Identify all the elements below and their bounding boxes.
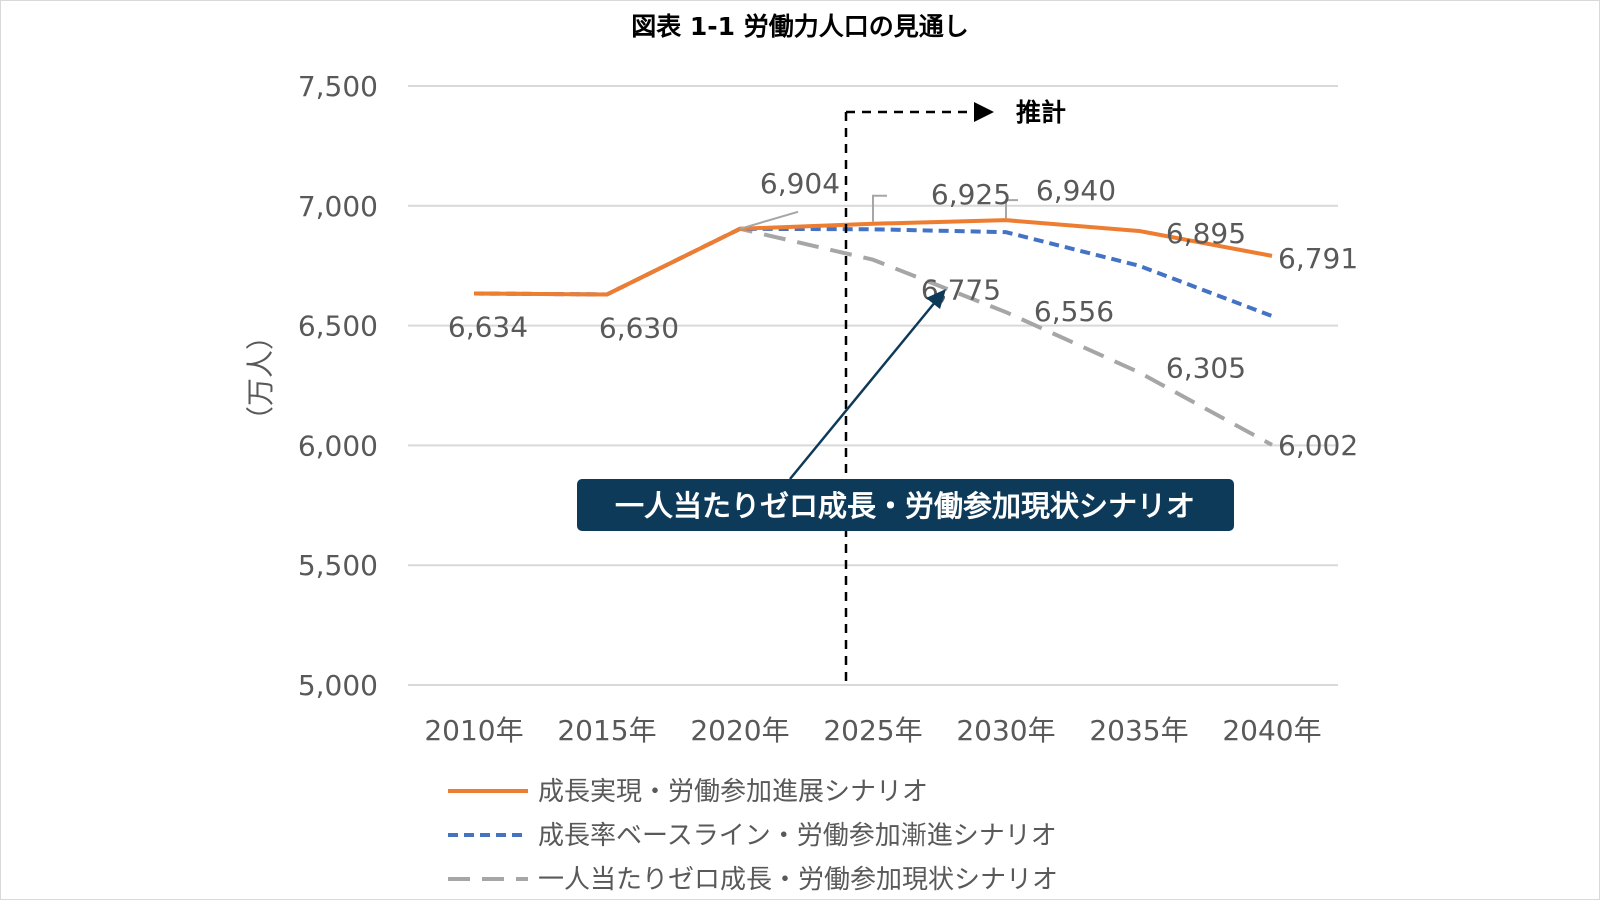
data-label: 6,634	[448, 310, 528, 343]
label-leader-lines	[739, 194, 1018, 230]
legend-label: 成長率ベースライン・労働参加漸進シナリオ	[538, 821, 1057, 851]
projection-arrow-icon	[974, 102, 994, 122]
callout-arrow-icon	[926, 289, 946, 309]
y-tick-label: 5,500	[298, 549, 378, 582]
data-label: 6,305	[1166, 351, 1246, 384]
baseline-scenario-line	[473, 226, 1273, 318]
legend-label: 一人当たりゼロ成長・労働参加現状シナリオ	[538, 865, 1058, 895]
data-label: 6,904	[760, 167, 840, 200]
y-tick-label: 6,500	[298, 310, 378, 343]
callout-box	[577, 479, 1234, 531]
y-axis-ticks: 5,000 5,500 6,000 6,500 7,000 7,500	[298, 70, 378, 702]
x-tick-label: 2015年	[557, 714, 656, 747]
y-tick-label: 6,000	[298, 429, 378, 462]
data-label: 6,940	[1036, 174, 1116, 207]
y-axis-label: （万人）	[244, 322, 277, 434]
projection-label: 推計	[1016, 98, 1066, 127]
y-tick-label: 5,000	[298, 669, 378, 702]
callout-arrow-line	[789, 300, 937, 480]
x-tick-label: 2025年	[823, 714, 922, 747]
gridlines	[408, 85, 1338, 686]
zero-growth-scenario-line	[473, 226, 1273, 447]
x-axis-ticks: 2010年 2015年 2020年 2025年 2030年 2035年 2040年	[424, 714, 1321, 747]
x-tick-label: 2040年	[1222, 714, 1321, 747]
leader-line	[872, 194, 887, 222]
legend-label: 成長実現・労働参加進展シナリオ	[538, 777, 928, 807]
y-tick-label: 7,500	[298, 70, 378, 103]
projection-marker: 推計	[844, 98, 1066, 685]
data-label: 6,925	[931, 178, 1011, 211]
data-label: 6,002	[1278, 429, 1358, 462]
data-label: 6,791	[1278, 242, 1358, 275]
data-label: 6,556	[1034, 295, 1114, 328]
callout-text: 一人当たりゼロ成長・労働参加現状シナリオ	[615, 489, 1195, 523]
chart-title: 図表 1-1 労働力人口の見通し	[631, 12, 969, 41]
scenario-callout: 一人当たりゼロ成長・労働参加現状シナリオ	[577, 289, 1234, 531]
y-tick-label: 7,000	[298, 190, 378, 223]
legend: 成長実現・労働参加進展シナリオ成長率ベースライン・労働参加漸進シナリオ一人当たり…	[448, 777, 1058, 895]
x-tick-label: 2010年	[424, 714, 523, 747]
growth-scenario-line	[473, 218, 1273, 297]
data-label: 6,630	[599, 311, 679, 344]
x-tick-label: 2020年	[690, 714, 789, 747]
x-tick-label: 2030年	[956, 714, 1055, 747]
x-tick-label: 2035年	[1089, 714, 1188, 747]
leader-line	[739, 210, 799, 230]
leader-line	[1005, 199, 1018, 219]
series-lines	[473, 218, 1273, 447]
data-label: 6,895	[1166, 217, 1246, 250]
